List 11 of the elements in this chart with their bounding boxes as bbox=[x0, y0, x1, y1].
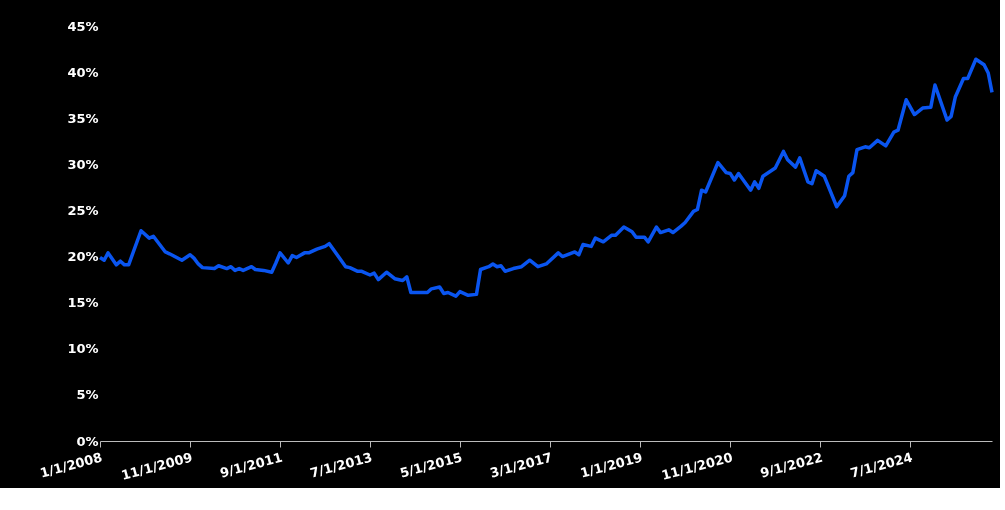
y-tick-label: 40% bbox=[67, 64, 99, 80]
y-tick-label: 35% bbox=[67, 110, 99, 126]
y-tick-label: 15% bbox=[67, 295, 99, 311]
y-tick-label: 30% bbox=[67, 156, 99, 172]
y-tick-label: 5% bbox=[76, 387, 99, 403]
y-tick-label: 45% bbox=[67, 18, 99, 34]
y-tick-label: 0% bbox=[76, 433, 99, 449]
y-tick-label: 20% bbox=[67, 249, 99, 265]
y-tick-label: 25% bbox=[67, 202, 99, 218]
line-series bbox=[98, 57, 994, 298]
y-tick-label: 10% bbox=[67, 341, 99, 357]
